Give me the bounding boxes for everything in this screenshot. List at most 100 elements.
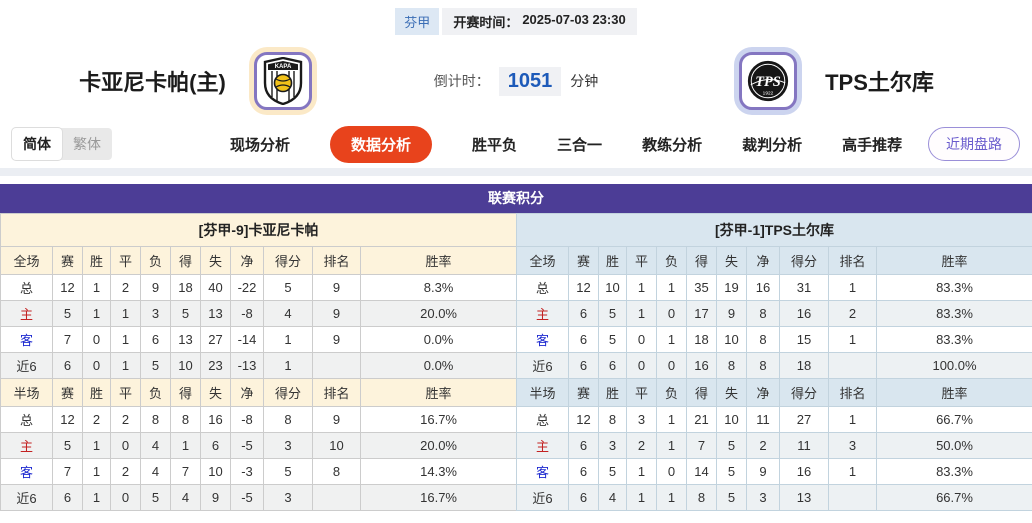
match-header: 芬甲 开赛时间： 2025-07-03 23:30 卡亚尼卡帕(主) KAPA [0,0,1032,119]
stat-cell: -8 [230,406,264,433]
column-header: 负 [656,246,687,275]
stats-row: 主 6 3 2 1 7 5 2 11 3 50.0% [516,432,1032,459]
stat-cell: 8 [312,458,361,485]
svg-text:1922: 1922 [763,90,774,96]
stat-cell: 6 [568,326,599,353]
stats-row: 客 6 5 1 0 14 5 9 16 1 83.3% [516,458,1032,485]
stat-cell: 0.0% [359,326,518,353]
stat-cell: 83.3% [875,326,1032,353]
stats-row: 总 12 8 3 1 21 10 11 27 1 66.7% [516,406,1032,433]
stat-cell: 10 [200,458,231,485]
column-header: 赛 [52,246,83,275]
row-label-home: 主 [516,300,569,327]
stat-cell: 9 [716,300,747,327]
section-divider [0,168,1032,176]
row-label-home: 主 [0,432,53,459]
stat-cell: 1 [82,300,111,327]
nav-tabs: 现场分析 数据分析 胜平负 三合一 教练分析 裁判分析 高手推荐 [230,125,903,163]
column-header: 胜 [598,378,627,407]
stat-cell: 4 [170,484,201,511]
row-label-away: 客 [516,458,569,485]
stat-cell: 1 [828,406,877,433]
stat-cell: 1 [828,326,877,353]
half-header-row: 半场赛胜平负得失净得分 排名 胜率 [516,378,1032,407]
column-header: 净 [230,246,264,275]
team-title-row: [芬甲-9]卡亚尼卡帕 [0,213,518,247]
stat-cell: 27 [200,326,231,353]
stat-cell: 3 [626,406,657,433]
stats-row: 近6 6 6 0 0 16 8 8 18 100.0% [516,352,1032,379]
stat-cell: 6 [568,432,599,459]
stats-row: 客 7 1 2 4 7 10 -3 5 8 14.3% [0,458,518,485]
nav-tab-5[interactable]: 裁判分析 [742,136,803,154]
row-label-away: 客 [0,326,53,353]
kickoff-badge: 开赛时间： 2025-07-03 23:30 [442,8,637,35]
row-label-total: 总 [0,406,53,433]
stat-cell: 1 [263,352,313,379]
away-league-table: [芬甲-1]TPS土尔库 全场赛胜平负得失净得分 排名 胜率总 12 10 1 1 35 19 16… [515,213,1032,511]
countdown-value: 1051 [498,66,562,96]
stat-cell: 27 [779,406,829,433]
stat-cell: 7 [686,432,717,459]
stat-cell: 5 [716,458,747,485]
stat-cell: 100.0% [875,352,1032,379]
away-team-name: TPS土尔库 [825,70,934,95]
full-header-row: 全场赛胜平负得失净得分 排名 胜率 [516,246,1032,275]
row-label-away: 客 [516,326,569,353]
column-header: 胜率 [875,246,1032,275]
stat-cell: 1 [82,432,111,459]
stat-cell: 9 [140,274,171,301]
tps-circle-icon: TPS 1922 [747,60,789,102]
stat-cell: 1 [656,274,687,301]
league-badge[interactable]: 芬甲 [395,8,440,35]
stat-cell: 6 [568,300,599,327]
stat-cell: 8 [716,352,747,379]
nav-tab-6[interactable]: 高手推荐 [842,136,903,154]
home-league-table: [芬甲-9]卡亚尼卡帕 全场赛胜平负得失净得分 排名 胜率总 12 1 2 9 18 40 -22 5… [0,213,518,511]
lang-simplified-button[interactable]: 简体 [12,128,62,160]
full-header-row: 全场赛胜平负得失净得分 排名 胜率 [0,246,518,275]
stat-cell: 6 [52,484,83,511]
stat-cell: -14 [230,326,264,353]
row-label-total: 总 [516,406,569,433]
column-header: 平 [626,378,657,407]
stat-cell: 83.3% [875,458,1032,485]
stat-cell: 21 [686,406,717,433]
nav-tab-2[interactable]: 胜平负 [472,136,518,154]
column-header: 排名 [828,378,877,407]
stat-cell: 10 [598,274,627,301]
league-points-tables: [芬甲-9]卡亚尼卡帕 全场赛胜平负得失净得分 排名 胜率总 12 1 2 9 18 40 -22 5… [0,213,1032,511]
stat-cell: 16 [779,300,829,327]
stat-cell: 0 [82,352,111,379]
stat-cell: 1 [656,406,687,433]
svg-text:KAPA: KAPA [275,64,292,70]
column-header: 得 [170,246,201,275]
svg-text:TPS: TPS [755,74,781,90]
column-header: 排名 [312,246,361,275]
countdown-unit: 分钟 [570,73,599,89]
recent-trends-button[interactable]: 近期盘路 [928,127,1020,161]
nav-tab-0[interactable]: 现场分析 [230,136,291,154]
stat-cell: 4 [598,484,627,511]
stat-cell: 8.3% [359,274,518,301]
nav-tab-1[interactable]: 数据分析 [330,125,433,163]
stat-cell: 0 [626,326,657,353]
stat-cell: 83.3% [875,274,1032,301]
row-label-home: 主 [516,432,569,459]
stat-cell: 5 [263,274,313,301]
stat-cell: 5 [52,432,83,459]
stat-cell: -13 [230,352,264,379]
stat-cell: 0 [110,484,141,511]
lang-traditional-button[interactable]: 繁体 [73,136,101,152]
nav-tab-4[interactable]: 教练分析 [642,136,703,154]
stat-cell: 2 [110,458,141,485]
stat-cell: 1 [626,300,657,327]
stat-cell: 12 [52,274,83,301]
nav-tab-3[interactable]: 三合一 [557,136,603,154]
stat-cell: 14 [686,458,717,485]
home-team: 卡亚尼卡帕(主) KAPA [0,52,391,110]
stat-cell: 4 [140,458,171,485]
column-header: 全场 [516,246,569,275]
stat-cell: 9 [312,300,361,327]
stats-row: 总 12 1 2 9 18 40 -22 5 9 8.3% [0,274,518,301]
